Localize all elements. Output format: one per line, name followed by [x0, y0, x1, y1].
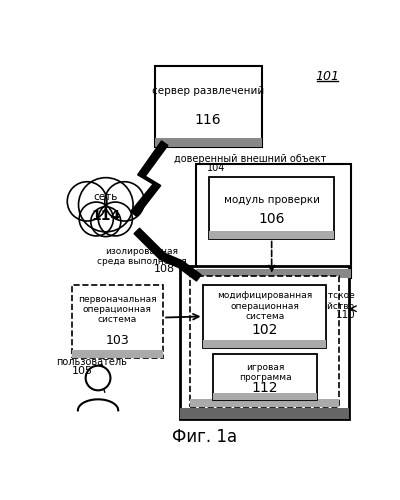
Bar — [196, 164, 351, 278]
Text: модуль проверки: модуль проверки — [224, 195, 320, 205]
Bar — [213, 392, 317, 400]
Text: сеть: сеть — [94, 192, 118, 202]
Text: первоначальная
операционная
система: первоначальная операционная система — [78, 294, 157, 324]
Circle shape — [105, 182, 144, 221]
Text: 104: 104 — [207, 163, 225, 173]
Bar — [196, 268, 351, 278]
Circle shape — [79, 202, 113, 236]
Text: доверенный внешний объект: доверенный внешний объект — [174, 154, 326, 164]
Bar — [209, 231, 334, 238]
Text: сервер развлечений: сервер развлечений — [152, 86, 264, 96]
Text: 102: 102 — [252, 322, 278, 336]
Text: 112: 112 — [252, 381, 278, 395]
Bar — [72, 350, 163, 358]
Text: 110: 110 — [336, 310, 355, 320]
Text: Фиг. 1а: Фиг. 1а — [172, 428, 238, 446]
Text: 105: 105 — [72, 366, 93, 376]
Text: 101: 101 — [316, 70, 340, 84]
Bar — [72, 285, 163, 358]
Polygon shape — [131, 141, 168, 216]
Text: модифицированная
операционная
система: модифицированная операционная система — [217, 292, 312, 322]
Polygon shape — [78, 400, 118, 418]
Bar — [180, 266, 349, 419]
Bar — [155, 138, 262, 147]
Bar — [209, 177, 334, 238]
Text: игровая
программа: игровая программа — [239, 363, 291, 382]
Text: 108: 108 — [154, 264, 175, 274]
Circle shape — [86, 366, 110, 390]
Bar — [190, 276, 339, 406]
Text: 103: 103 — [106, 334, 129, 347]
Bar — [204, 340, 326, 348]
Text: изолированная
среда выполнения: изолированная среда выполнения — [96, 246, 186, 266]
Circle shape — [67, 182, 107, 221]
Bar — [204, 285, 326, 348]
Text: 106: 106 — [258, 212, 285, 226]
Circle shape — [98, 202, 132, 236]
Text: пользователь: пользователь — [56, 357, 127, 367]
Text: 116: 116 — [195, 113, 222, 127]
Bar — [180, 408, 349, 419]
Bar — [190, 399, 339, 406]
Bar — [213, 354, 317, 401]
Text: клиентское
устройство: клиентское устройство — [300, 292, 355, 310]
Circle shape — [78, 178, 133, 232]
Text: 114: 114 — [91, 208, 120, 222]
Bar — [155, 66, 262, 147]
Polygon shape — [134, 228, 201, 281]
Circle shape — [91, 207, 121, 236]
